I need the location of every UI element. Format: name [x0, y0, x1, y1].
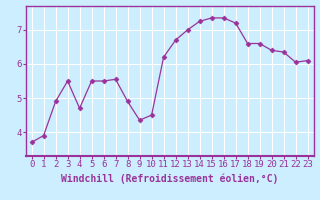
X-axis label: Windchill (Refroidissement éolien,°C): Windchill (Refroidissement éolien,°C)	[61, 173, 278, 184]
